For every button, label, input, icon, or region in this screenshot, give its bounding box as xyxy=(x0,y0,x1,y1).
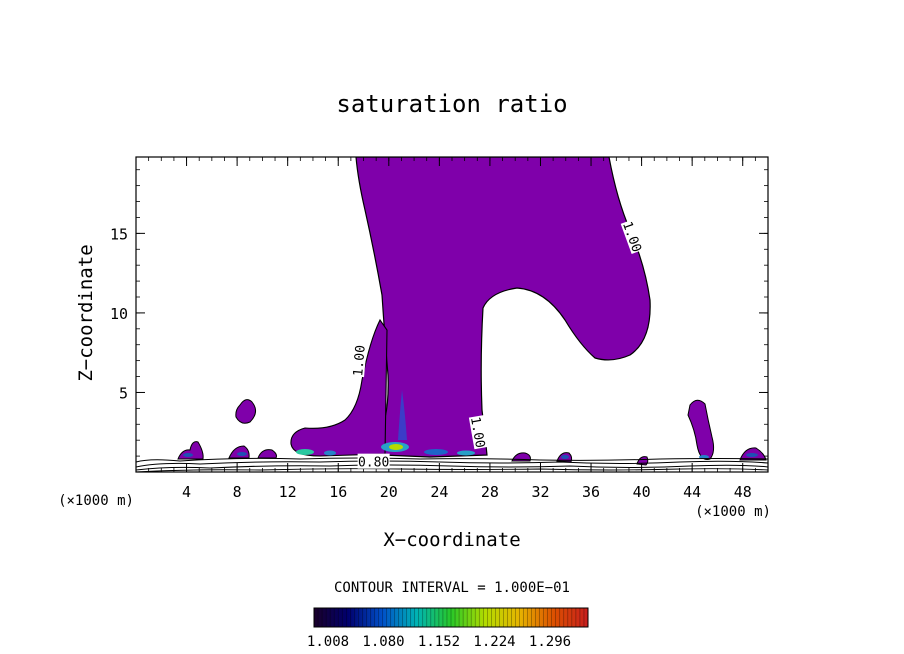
colorbar-tick-label: 1.080 xyxy=(362,634,404,650)
y-tick-label: 10 xyxy=(110,305,128,323)
x-tick-label: 48 xyxy=(734,483,752,501)
lower-left-lobe xyxy=(290,318,388,457)
contour-label-bg xyxy=(620,218,646,254)
x-tick-label: 20 xyxy=(380,483,398,501)
contour-line-low-2 xyxy=(136,464,768,471)
core-x26 xyxy=(457,450,475,456)
x-unit-left: (×1000 m) xyxy=(58,493,134,509)
core-x25 xyxy=(424,449,448,455)
y-axis-label: Z−coordinate xyxy=(75,244,97,381)
y-tick-label: 15 xyxy=(110,225,128,243)
x-tick-label: 24 xyxy=(430,483,448,501)
core-x16 xyxy=(324,450,336,456)
x-tick-label: 44 xyxy=(683,483,701,501)
cell-x8 xyxy=(228,445,250,459)
core-column-x21 xyxy=(398,390,407,440)
contour-label-bg xyxy=(349,343,367,378)
x-tick-label: 32 xyxy=(531,483,549,501)
x-tick-label: 36 xyxy=(582,483,600,501)
supersaturated-region xyxy=(355,157,651,458)
colorbar-tick-label: 1.008 xyxy=(307,634,349,650)
core-x34 xyxy=(561,455,569,459)
contour-line-low-4 xyxy=(136,468,768,472)
chart-title: saturation ratio xyxy=(336,90,567,118)
contour-label: 1.00 xyxy=(351,345,369,378)
core-x20-hot xyxy=(389,444,403,450)
colorbar: 1.008 1.080 1.152 1.224 1.296 xyxy=(307,607,589,650)
x-tick-label: 12 xyxy=(279,483,297,501)
core-x48 xyxy=(746,453,758,457)
x-tick-label: 28 xyxy=(481,483,499,501)
colorbar-tick-label: 1.296 xyxy=(529,634,571,650)
contour-label-bg xyxy=(468,415,490,450)
contour-label-bg xyxy=(357,453,390,469)
cell-x9 xyxy=(235,399,256,424)
x-tick-label: 8 xyxy=(233,483,242,501)
contour-label: 0.80 xyxy=(358,456,389,471)
colorbar-tick-label: 1.224 xyxy=(473,634,515,650)
contour-label: 1.00 xyxy=(467,416,487,449)
core-x45 xyxy=(699,455,709,459)
y-tick-label: 5 xyxy=(119,384,128,402)
plot-area xyxy=(136,157,768,472)
core-x9 xyxy=(237,452,247,456)
contour-line-low-1 xyxy=(136,460,768,468)
x-tick-label: 4 xyxy=(182,483,191,501)
x-tick-label: 16 xyxy=(329,483,347,501)
cell-x10 xyxy=(257,449,277,459)
x-tick-label: 40 xyxy=(633,483,651,501)
colorbar-tick-label: 1.152 xyxy=(418,634,460,650)
core-x14 xyxy=(296,449,314,455)
core-x5 xyxy=(183,453,193,457)
cell-x44 xyxy=(687,399,715,460)
contour-line-low-3 xyxy=(136,457,768,463)
x-unit-right: (×1000 m) xyxy=(695,504,771,520)
contour-interval-label: CONTOUR INTERVAL = 1.000E−01 xyxy=(334,580,570,596)
x-axis-label: X−coordinate xyxy=(383,529,520,551)
